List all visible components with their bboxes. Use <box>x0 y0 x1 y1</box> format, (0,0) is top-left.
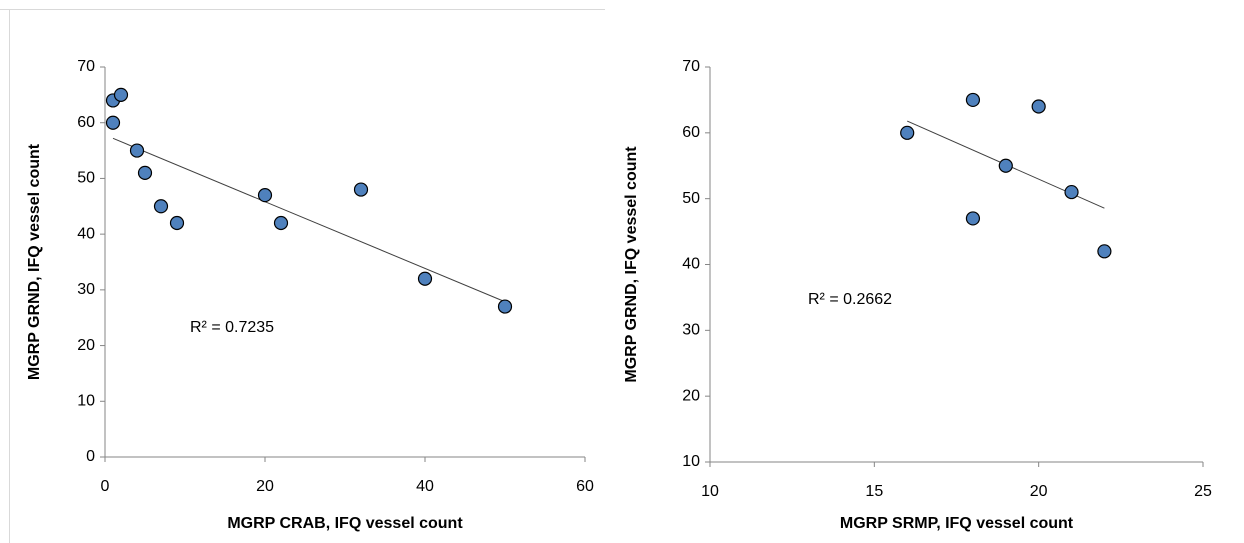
point <box>900 125 915 140</box>
annotation: R² = 0.7235 <box>190 319 274 336</box>
y-tick-label: 70 <box>682 58 700 75</box>
point <box>965 92 981 108</box>
point <box>113 87 129 102</box>
point <box>169 215 185 231</box>
point <box>965 211 981 226</box>
y-tick-label: 70 <box>77 58 95 75</box>
y-tick-label: 50 <box>77 170 95 187</box>
x-axis-title: MGRP CRAB, IFQ vessel count <box>227 515 463 532</box>
y-tick-label: 0 <box>86 448 95 465</box>
annotation: R² = 0.2662 <box>808 291 892 308</box>
trendline <box>112 137 506 303</box>
y-axis-title: MGRP GRND, IFQ vessel count <box>26 143 43 380</box>
y-tick-label: 30 <box>77 281 95 298</box>
point <box>1064 184 1079 200</box>
x-tick-label: 40 <box>416 478 434 495</box>
point <box>105 115 121 130</box>
x-axis-title: MGRP SRMP, IFQ vessel count <box>840 515 1074 532</box>
y-tick-label: 20 <box>77 337 95 354</box>
y-tick-label: 20 <box>682 387 700 404</box>
x-tick-label: 10 <box>701 483 719 500</box>
point <box>417 271 433 286</box>
x-tick-label: 15 <box>865 483 883 500</box>
y-tick-label: 50 <box>682 190 700 207</box>
y-tick-label: 40 <box>77 225 95 242</box>
y-tick-label: 10 <box>682 453 700 470</box>
y-axis-title: MGRP GRND, IFQ vessel count <box>623 146 640 383</box>
x-tick-label: 0 <box>101 478 110 495</box>
point <box>497 299 513 314</box>
point <box>1031 99 1046 114</box>
point <box>998 158 1013 173</box>
point <box>1097 244 1112 259</box>
x-tick-label: 60 <box>576 478 594 495</box>
y-tick-label: 30 <box>682 322 700 339</box>
x-tick-label: 20 <box>1030 483 1048 500</box>
point <box>353 182 369 197</box>
point <box>257 188 273 203</box>
point <box>273 215 289 231</box>
x-tick-label: 25 <box>1194 483 1212 500</box>
y-tick-label: 40 <box>682 256 700 273</box>
x-tick-label: 20 <box>256 478 274 495</box>
point <box>137 165 153 180</box>
point <box>153 199 169 214</box>
y-tick-label: 60 <box>682 124 700 141</box>
y-tick-label: 10 <box>77 393 95 410</box>
y-tick-label: 60 <box>77 114 95 131</box>
point <box>129 143 145 158</box>
